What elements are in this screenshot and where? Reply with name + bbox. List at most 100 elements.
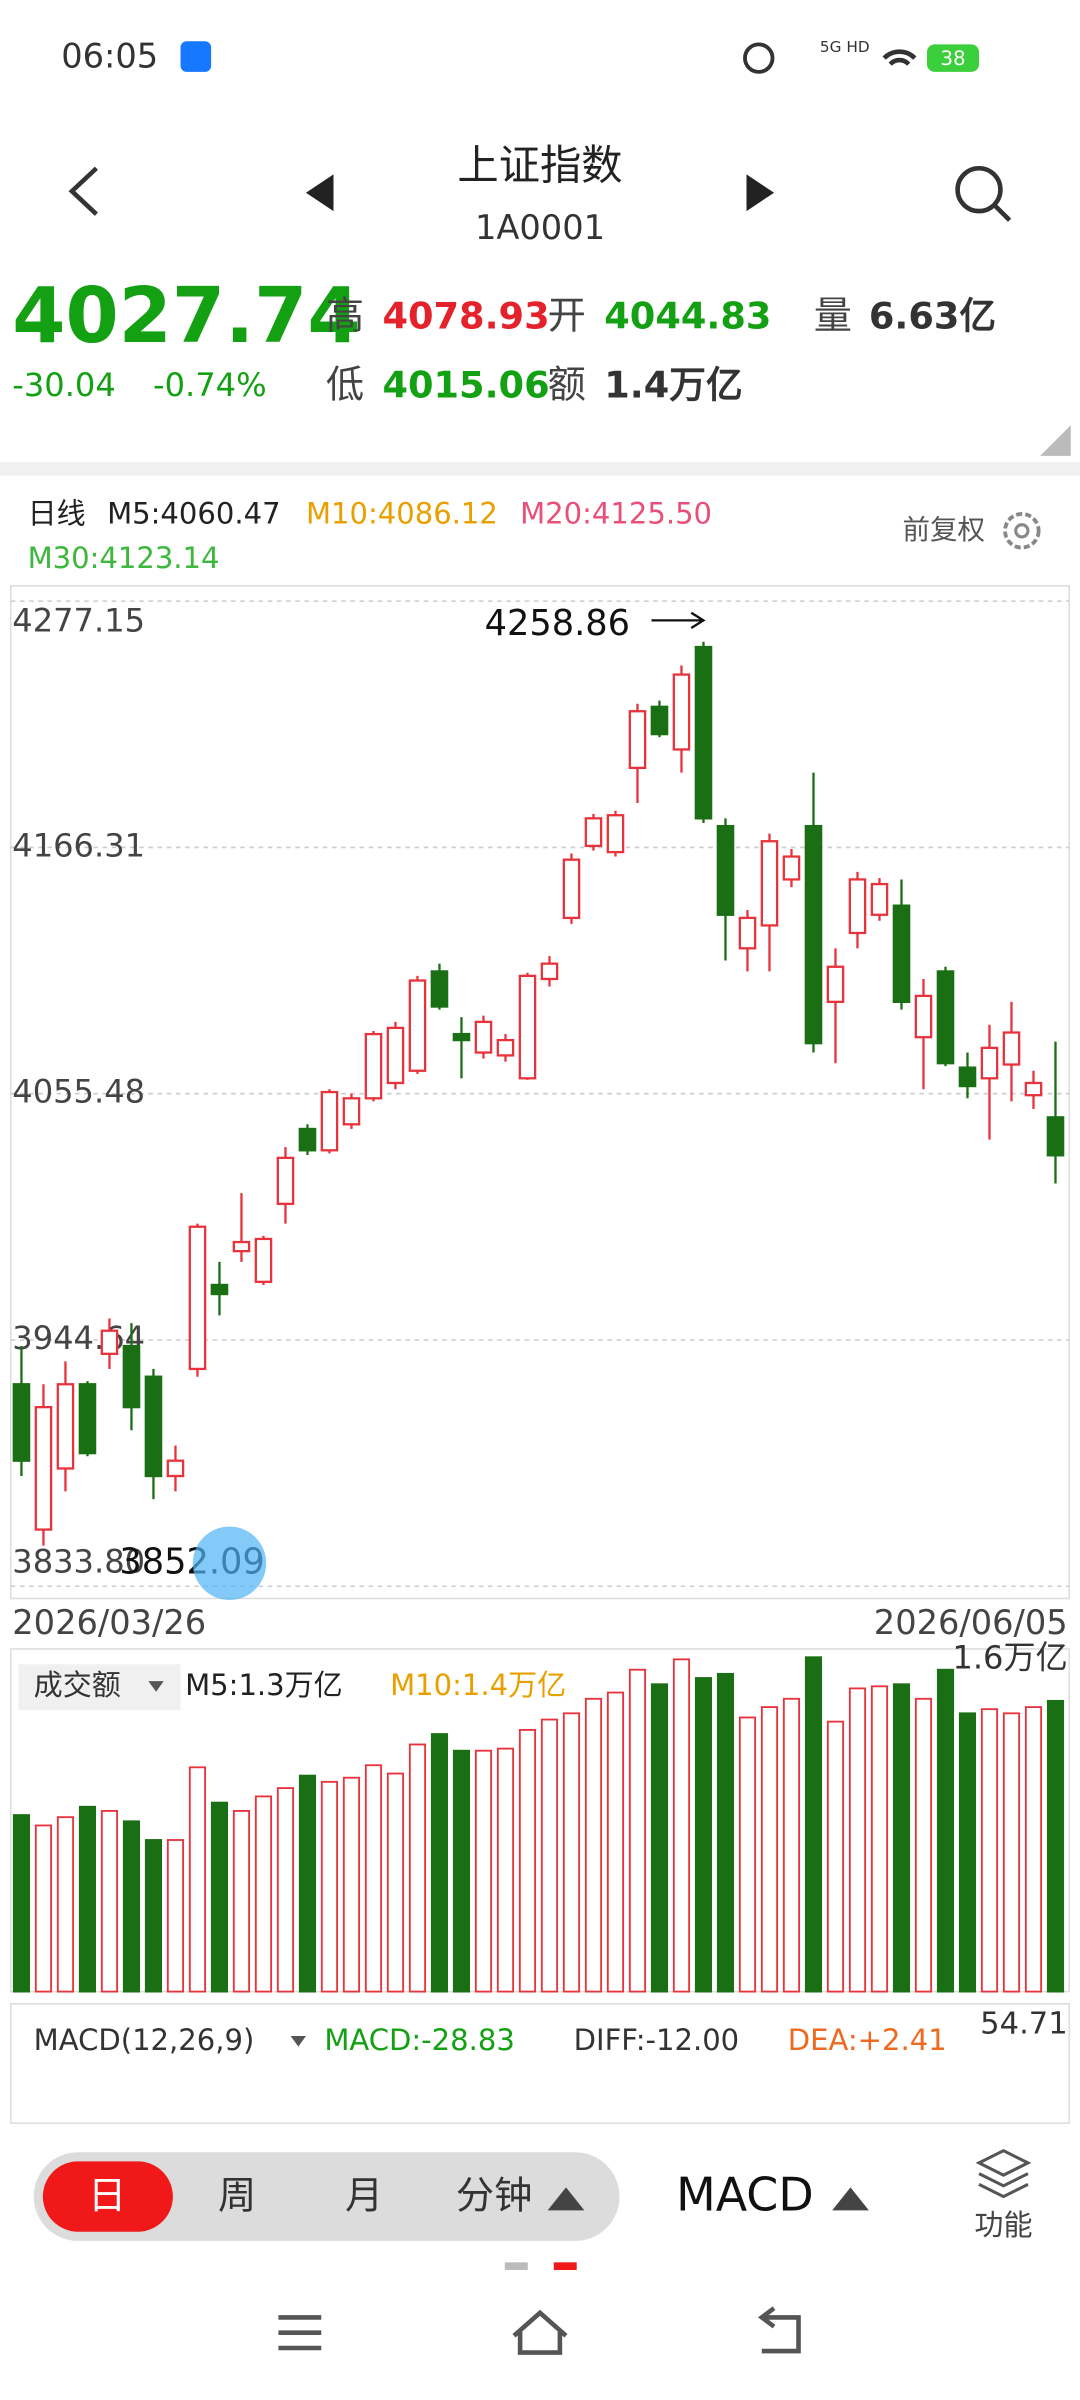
candle-body [430, 970, 449, 1008]
volume-bar [650, 1683, 669, 1993]
candle-body [804, 824, 823, 1045]
volume-bar [562, 1712, 581, 1993]
volume-bar [78, 1805, 97, 1993]
volume-bar [144, 1839, 163, 1993]
volume-bar [914, 1697, 933, 1993]
candle-body [650, 705, 669, 736]
macd-name: MACD(12,26,9) [34, 2023, 255, 2057]
candle-body [166, 1459, 185, 1478]
volume-bar [276, 1787, 295, 1993]
candle-body [628, 710, 647, 770]
volume-bar [298, 1774, 317, 1993]
network: 5G HD [820, 38, 870, 56]
volume-bar [540, 1718, 559, 1993]
volume-bar [584, 1697, 603, 1993]
indicator[interactable]: MACD [676, 2168, 814, 2222]
volume-bar [232, 1810, 251, 1993]
volume-bar [452, 1749, 471, 1993]
candle-body [342, 1097, 361, 1126]
candle-body [936, 970, 955, 1065]
candle-body [958, 1066, 977, 1088]
indicator-arrow [832, 2187, 869, 2211]
macd-value: MACD:-28.83 [324, 2023, 515, 2057]
volume-bar [804, 1656, 823, 1993]
ma30: M30:4123.14 [28, 541, 220, 575]
open: 4044.83 [604, 295, 771, 338]
candle-body [540, 962, 559, 981]
volume-bar [672, 1658, 691, 1993]
back-button[interactable] [68, 166, 98, 216]
macd-scale: 54.71 [980, 2007, 1068, 2042]
amount: 1.4万亿 [604, 363, 742, 406]
dropdown-arrow [148, 1681, 164, 1692]
ma10: M10:4086.12 [306, 496, 498, 530]
volume-bar [694, 1677, 713, 1993]
candle-body [870, 882, 889, 916]
alipay-icon [180, 41, 212, 72]
search-button[interactable] [955, 165, 1003, 214]
candle-body [452, 1032, 471, 1042]
adjust[interactable]: 前复权 [903, 514, 986, 546]
settings-core [1014, 523, 1030, 539]
high: 4078.93 [382, 295, 549, 338]
candle-body [144, 1375, 163, 1478]
nav-back[interactable] [757, 2306, 801, 2354]
volume-bar [606, 1691, 625, 1993]
candle-body [188, 1225, 207, 1371]
next-button[interactable] [746, 174, 775, 212]
candle-body [408, 979, 427, 1072]
tab[interactable]: 分钟 [456, 2175, 532, 2219]
dea-value: DEA:+2.41 [788, 2023, 947, 2057]
y-tick-label: 1.6万亿 [952, 1638, 1067, 1676]
change: -30.04 [12, 366, 116, 404]
low: 4015.06 [382, 363, 549, 406]
volume-bar [386, 1772, 405, 1993]
tab-active[interactable] [42, 2161, 173, 2232]
prev-button[interactable] [305, 174, 334, 212]
vol-m10: M10:1.4万亿 [390, 1668, 566, 1702]
volume-bar [430, 1733, 449, 1993]
diff-value: DIFF:-12.00 [574, 2023, 740, 2057]
volume-bar [122, 1820, 141, 1993]
candle-body [386, 1026, 405, 1085]
function-icon[interactable] [975, 2148, 1032, 2199]
candle-body [78, 1383, 97, 1455]
page-dot [504, 2262, 528, 2270]
y-tick-label: 4277.15 [12, 602, 145, 640]
volume-bar [980, 1708, 999, 1993]
candle-body [672, 673, 691, 751]
amount-label: 额 [548, 363, 586, 407]
x-tick-label: 2026/03/26 [12, 1603, 206, 1642]
volume-bar [1046, 1699, 1065, 1993]
volume-bar [958, 1712, 977, 1993]
volume-bar [408, 1743, 427, 1993]
x-tick-label: 2026/06/05 [874, 1603, 1068, 1642]
tab[interactable]: 日 [88, 2175, 126, 2219]
tab[interactable]: 月 [345, 2175, 383, 2219]
volume-frame [9, 1648, 1071, 1993]
touch-indicator [192, 1526, 267, 1600]
nav-home[interactable] [512, 2309, 568, 2355]
volume-bar [716, 1672, 735, 1993]
y-tick-label: 4166.31 [12, 826, 145, 864]
period-tabs [33, 2152, 620, 2241]
change-pct: -0.74% [153, 366, 267, 404]
tab[interactable]: 周 [218, 2175, 256, 2219]
dropdown-arrow [290, 2035, 306, 2047]
candle-body [914, 994, 933, 1039]
expand-corner[interactable] [1040, 425, 1071, 456]
function-label[interactable]: 功能 [974, 2208, 1032, 2242]
settings-icon[interactable] [1003, 512, 1041, 550]
candle-body [34, 1405, 53, 1531]
nav-menu[interactable] [278, 2315, 322, 2351]
candle-body [12, 1383, 31, 1462]
candle-body [826, 965, 845, 1004]
tab-arrow [547, 2187, 585, 2211]
candle-body [254, 1237, 273, 1283]
volume-bar [1024, 1706, 1043, 1993]
page-dot-active [553, 2262, 577, 2270]
battery-level: 38 [940, 47, 965, 70]
volume-bar [936, 1668, 955, 1993]
candle-body [694, 645, 713, 820]
